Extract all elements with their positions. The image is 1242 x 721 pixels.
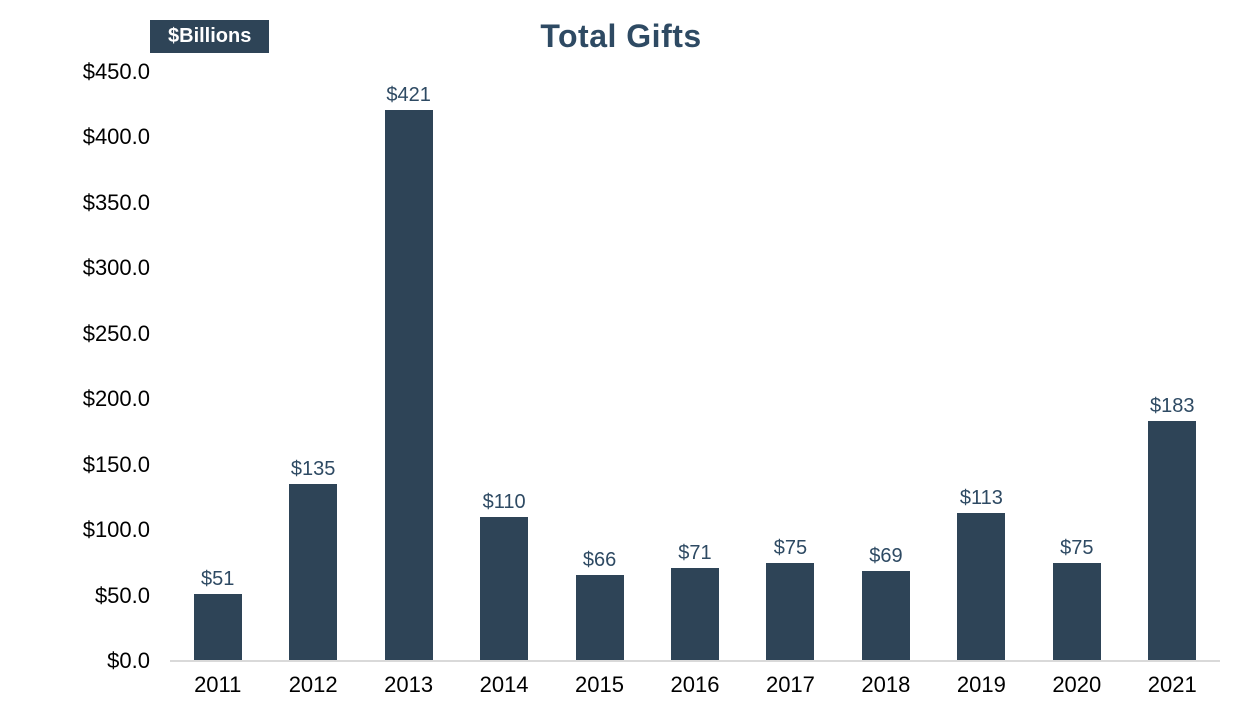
bar-group-2012: $135 2012 — [265, 72, 360, 697]
plot-area: $51 2011 $135 2012 $421 2013 $110 2014 $66 2015 $7… — [170, 72, 1220, 697]
y-tick-label: $350.0 — [82, 189, 150, 215]
x-axis-label: 2016 — [670, 672, 720, 697]
bar-group-2020: $75 2020 — [1029, 72, 1124, 697]
y-tick-label: $300.0 — [82, 255, 150, 281]
x-axis-label: 2013 — [384, 672, 434, 697]
y-axis: $450.0 $400.0 $350.0 $300.0 $250.0 $200.0 $150… — [20, 59, 150, 673]
bar-value-label: $75 — [773, 536, 808, 559]
bar-value-label: $66 — [582, 548, 617, 571]
x-axis-label: 2011 — [194, 672, 242, 697]
x-axis-label: 2017 — [765, 672, 815, 697]
bar-group-2019: $113 2019 — [934, 72, 1029, 697]
bar-group-2014: $110 2014 — [456, 72, 551, 697]
y-tick-label: $450.0 — [82, 59, 150, 84]
bar-group-2011: $51 2011 — [170, 72, 265, 697]
bar-value-label: $183 — [1150, 395, 1195, 418]
x-axis-baseline — [170, 660, 1220, 662]
bar-2017 — [766, 562, 815, 661]
y-tick-label: $250.0 — [82, 320, 150, 346]
bar-2021 — [1148, 421, 1197, 661]
y-tick-label: $50.0 — [94, 582, 150, 608]
bar-2014 — [480, 517, 529, 661]
bar-2016 — [670, 568, 719, 661]
bar-value-label: $421 — [386, 83, 431, 106]
bar-2012 — [289, 484, 338, 661]
bar-2011 — [193, 594, 242, 661]
bar-value-label: $135 — [290, 458, 336, 481]
y-tick-label: $400.0 — [82, 124, 150, 150]
y-tick-label: $200.0 — [82, 386, 150, 412]
x-axis-label: 2019 — [956, 672, 1006, 697]
x-axis-label: 2015 — [575, 672, 625, 697]
x-axis-label: 2020 — [1052, 672, 1102, 697]
x-axis-label: 2014 — [479, 672, 529, 697]
bar-value-label: $75 — [1060, 536, 1094, 559]
y-tick-label: $100.0 — [82, 517, 150, 543]
bar-value-label: $113 — [959, 487, 1003, 510]
bar-group-2018: $69 2018 — [838, 72, 933, 697]
y-tick-label: $150.0 — [82, 451, 150, 477]
bar-group-2013: $421 2013 — [361, 72, 456, 697]
x-axis-label: 2018 — [861, 672, 911, 697]
x-axis-label: 2012 — [288, 672, 338, 697]
bar-2018 — [861, 570, 910, 661]
bar-2019 — [957, 513, 1006, 661]
bar-value-label: $51 — [201, 568, 235, 591]
bar-2013 — [384, 109, 433, 661]
bar-value-label: $110 — [482, 491, 526, 514]
units-badge: $Billions — [150, 20, 270, 53]
x-axis-label: 2021 — [1147, 672, 1197, 697]
bar-group-2016: $71 2016 — [647, 72, 742, 697]
bar-group-2015: $66 2015 — [552, 72, 647, 697]
chart-title: Total Gifts — [540, 18, 702, 54]
bar-value-label: $69 — [869, 544, 903, 567]
bar-group-2021: $183 2021 — [1125, 72, 1220, 697]
y-tick-label: $0.0 — [107, 648, 150, 673]
bar-2020 — [1052, 562, 1101, 661]
bar-value-label: $71 — [678, 542, 712, 565]
bar-group-2017: $75 2017 — [743, 72, 838, 697]
bar-2015 — [575, 574, 624, 661]
